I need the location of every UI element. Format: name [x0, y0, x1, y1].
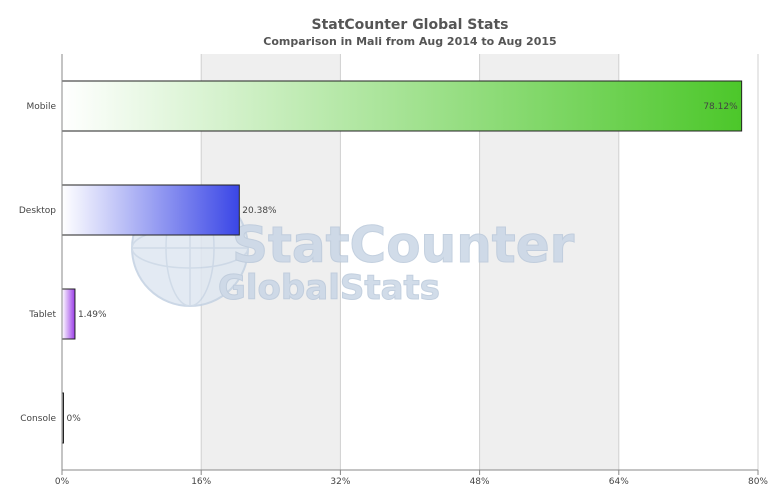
data-label: 1.49% — [78, 310, 107, 320]
x-tick-label: 80% — [748, 477, 768, 487]
bars — [61, 80, 743, 444]
data-labels: 78.12% 20.38% 1.49% 0% — [67, 102, 739, 424]
x-tick-label: 64% — [609, 477, 629, 487]
x-tick-label: 16% — [191, 477, 211, 487]
watermark-line2: GlobalStats — [218, 268, 440, 308]
watermark-line1: StatCounter — [232, 216, 575, 274]
chart-subtitle: Comparison in Mali from Aug 2014 to Aug … — [263, 35, 556, 48]
bar-mobile — [61, 80, 743, 132]
category-label: Mobile — [26, 102, 56, 112]
chart-title: StatCounter Global Stats — [311, 17, 508, 33]
category-label: Desktop — [19, 206, 56, 216]
x-axis-ticks: 0% 16% 32% 48% 64% 80% — [55, 470, 768, 487]
x-tick-label: 0% — [55, 477, 70, 487]
statcounter-watermark: StatCounter GlobalStats — [131, 189, 575, 309]
bar-desktop — [61, 184, 240, 236]
x-tick-label: 32% — [330, 477, 350, 487]
category-labels: Mobile Desktop Tablet Console — [19, 102, 57, 424]
x-tick-label: 48% — [470, 477, 490, 487]
category-label: Tablet — [28, 310, 56, 320]
bar-tablet — [61, 288, 76, 340]
data-label: 78.12% — [703, 102, 738, 112]
category-label: Console — [20, 414, 56, 424]
data-label: 20.38% — [242, 206, 277, 216]
data-label: 0% — [67, 414, 82, 424]
